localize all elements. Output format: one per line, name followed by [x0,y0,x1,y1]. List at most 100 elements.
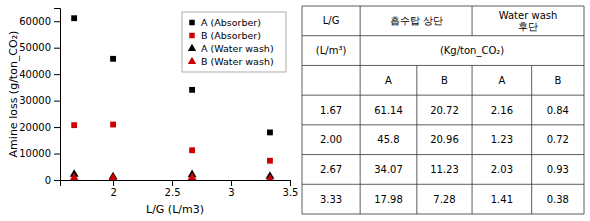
y-axis: 0 10000 20000 30000 40000 50000 60000 [19,9,60,186]
tick-label: 2 [110,187,116,198]
table-cell: 7.28 [433,194,455,205]
table-rule [360,184,361,214]
tick-label: 40000 [19,69,51,80]
table-cell: 0.72 [547,134,569,145]
tick-mark [290,180,291,186]
scatter-plot: 2 2.5 3 3.5 0 10000 20000 30000 40000 50000 60000 A… [19,9,298,199]
table-rule [472,125,473,155]
table-rule [360,65,361,95]
axis-line [61,181,291,187]
point [188,172,197,180]
point [267,130,273,136]
table-subheader: A [498,75,505,86]
table-rule [531,95,532,125]
table-rule [302,6,303,214]
table-cell: 11.23 [430,164,459,175]
point [110,56,116,62]
table-cell: 2.67 [320,164,342,175]
tick-label: 3.5 [283,187,299,198]
tick-mark [172,180,173,186]
table-rule [302,154,584,155]
table-cell: 1.67 [320,105,342,116]
table-cell: 61.14 [374,105,403,116]
table-cell: 1.23 [491,134,513,145]
table-rule [531,184,532,214]
tick-mark [54,180,60,181]
table-cell: 2.16 [491,105,513,116]
table-cell: 2.00 [320,134,342,145]
tick-label: 2.5 [165,187,181,198]
axis-line [54,9,61,181]
table-rule [302,65,584,66]
tick: 0 [45,175,60,186]
table-rule [416,155,417,185]
table-subheader: B [441,75,448,86]
table-rule [302,184,584,185]
table-cell: 3.33 [320,194,342,205]
legend-marker [188,44,196,51]
series [71,15,273,135]
table-cell: 34.07 [374,164,403,175]
tick-mark [54,127,60,128]
table-subheader: B [554,75,561,86]
y-axis-title: Amine loss (g/ton_CO₂) [7,31,20,158]
point [189,147,195,153]
tick-mark [54,101,60,102]
table-rule [472,155,473,185]
x-axis: 2 2.5 3 3.5 [61,180,299,198]
table-header: L/G [323,15,340,26]
table-rule [416,95,417,125]
table-rule [360,125,361,155]
tick: 2 [110,180,116,198]
table-rule [360,155,361,185]
table-cell: 0.38 [547,194,569,205]
table-header: 흡수탑 상단 [390,15,443,26]
table-rule [360,95,361,125]
tick-mark [54,154,60,155]
table-rule [302,95,584,96]
table-rule [472,184,473,214]
table-header: Water wash후단 [499,10,558,32]
tick-label: 30000 [19,95,51,106]
table-cell: 20.96 [430,134,459,145]
point [109,173,118,180]
legend: A (Absorber)B (Absorber)A (Water wash)B … [182,12,286,72]
table-unit: (Kg/ton_CO₂) [440,45,504,57]
table-rule [360,6,361,36]
series [71,122,273,164]
table-unit: (L/m³) [316,45,347,56]
tick-label: 10000 [19,148,51,159]
tick: 30000 [19,95,60,106]
point [71,15,77,21]
table-cell: 0.84 [547,105,569,116]
table-rule [302,35,584,36]
tick-label: 20000 [19,122,51,133]
table-cell: 0.93 [547,164,569,175]
table-rule [472,65,473,95]
series [70,169,275,179]
legend-label: B (Water wash) [201,56,274,67]
tick: 40000 [19,69,60,80]
point [71,122,77,128]
table-rule [416,184,417,214]
table-rule [531,125,532,155]
table-rule [472,95,473,125]
table-cell: 1.41 [491,194,513,205]
figure: 2 2.5 3 3.5 0 10000 20000 30000 40000 50000 60000 A… [0,0,590,221]
tick: 3.5 [283,180,299,198]
tick: 50000 [19,42,60,53]
table-rule [416,65,417,95]
tick-label: 3 [228,187,234,198]
series [70,172,275,180]
tick-mark [231,180,232,186]
point [189,87,195,93]
point [267,158,273,164]
tick-mark [54,48,60,49]
legend-label: B (Absorber) [201,30,261,41]
point [110,122,116,128]
tick: 3 [228,180,234,198]
legend-box [182,12,286,72]
legend-marker [189,20,194,25]
tick-mark [113,180,114,186]
tick: 60000 [19,16,60,27]
